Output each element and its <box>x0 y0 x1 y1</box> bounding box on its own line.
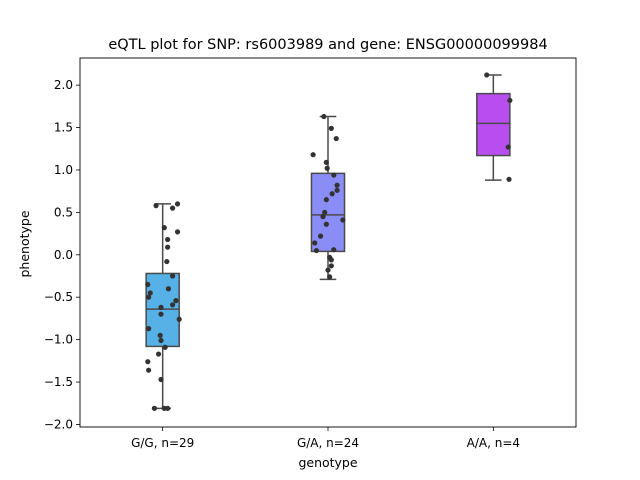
x-tick-label: A/A, n=4 <box>467 436 520 450</box>
y-tick-label: 1.5 <box>54 121 73 135</box>
data-point <box>146 294 152 300</box>
data-point <box>333 135 339 142</box>
data-point <box>323 159 329 165</box>
data-point <box>323 221 329 227</box>
data-point <box>158 304 164 310</box>
data-point <box>165 244 171 250</box>
data-point <box>164 258 170 265</box>
y-tick-label: −2.0 <box>44 417 73 431</box>
y-tick-label: 1.0 <box>54 163 73 177</box>
data-point <box>173 298 179 304</box>
x-axis-label: genotype <box>298 455 357 470</box>
data-point <box>145 359 151 365</box>
data-point <box>158 311 164 317</box>
data-point <box>312 240 318 246</box>
x-tick-label: G/A, n=24 <box>297 436 359 450</box>
data-point <box>165 405 171 411</box>
data-point <box>506 176 512 182</box>
box-iqr <box>145 272 180 348</box>
data-point <box>328 263 334 269</box>
x-tick-label: G/G, n=29 <box>131 436 194 450</box>
box-iqr <box>476 92 511 157</box>
data-point <box>145 281 151 288</box>
y-axis-label: phenotype <box>17 210 32 277</box>
data-point <box>334 187 340 193</box>
data-point <box>169 302 176 308</box>
data-point <box>507 97 513 104</box>
data-point <box>169 205 176 211</box>
data-point <box>484 72 490 78</box>
data-point <box>505 144 511 150</box>
y-tick-label: −0.5 <box>44 290 73 304</box>
data-point <box>155 351 162 357</box>
y-tick-label: 0.0 <box>54 248 73 262</box>
data-point <box>153 203 159 209</box>
plot-area: 2.0 1.5 1.0 0.5 0.0 −0.5 −1.0 −1.5 −2.0 G/G, n=29… <box>44 57 577 450</box>
data-point <box>157 332 163 338</box>
data-point <box>162 344 168 350</box>
data-point <box>328 125 334 132</box>
data-point <box>310 152 316 158</box>
data-point <box>334 182 340 188</box>
y-tick-label: 0.5 <box>54 205 73 219</box>
data-point <box>146 367 152 373</box>
data-point <box>329 191 335 197</box>
data-point <box>147 290 153 296</box>
y-tick-label: −1.5 <box>44 375 73 389</box>
chart-title: eQTL plot for SNP: rs6003989 and gene: E… <box>108 37 547 53</box>
data-point <box>174 201 181 207</box>
data-point <box>176 316 182 322</box>
data-point <box>331 172 337 178</box>
data-point <box>325 267 331 273</box>
data-point <box>321 113 327 120</box>
data-point <box>158 376 164 383</box>
data-point <box>340 217 346 223</box>
data-point <box>161 225 167 231</box>
data-point <box>331 247 337 253</box>
y-tick-label: −1.0 <box>44 333 73 347</box>
data-point <box>158 337 164 344</box>
data-point <box>174 229 181 235</box>
data-point <box>146 326 152 332</box>
plot-frame <box>79 57 577 428</box>
data-point <box>317 233 324 239</box>
data-point <box>328 257 334 263</box>
data-point <box>313 247 320 254</box>
data-point <box>165 236 171 243</box>
data-point <box>323 197 329 203</box>
data-point <box>165 286 172 292</box>
data-point <box>324 165 330 171</box>
data-point <box>327 274 333 280</box>
y-tick-label: 2.0 <box>54 78 73 92</box>
data-point <box>151 405 157 411</box>
data-point <box>322 209 328 215</box>
data-point <box>169 273 176 279</box>
data-point <box>320 214 326 220</box>
